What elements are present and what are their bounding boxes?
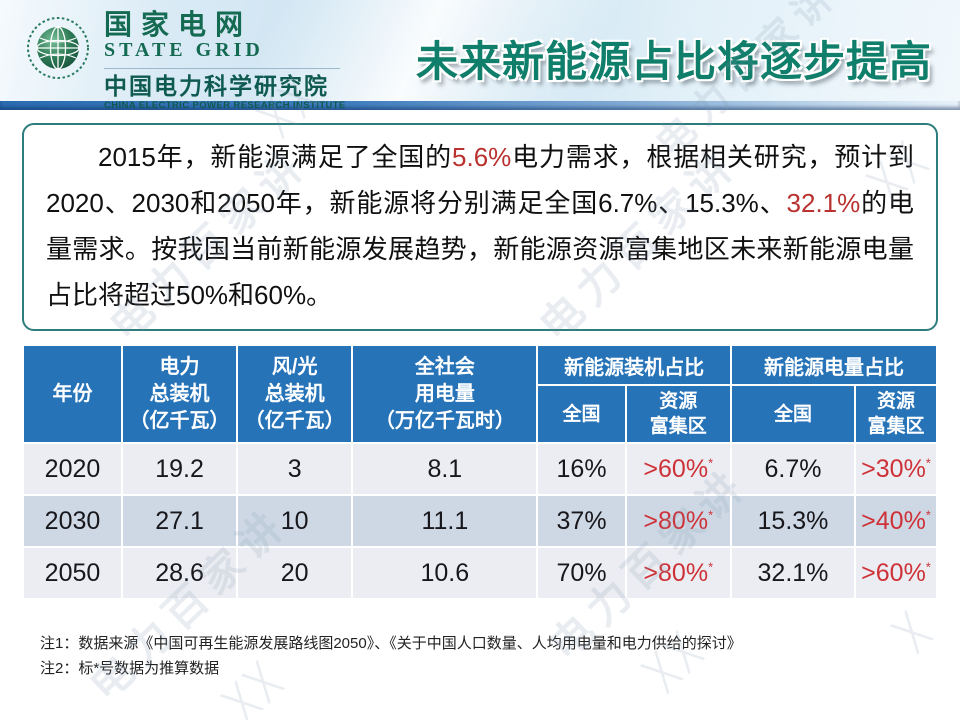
footnote-1: 注1：数据来源《中国可再生能源发展路线图2050》、《关于中国人口数量、人均用电… [40, 635, 742, 652]
brand-name-cn: 国家电网 [104, 9, 253, 40]
column-subheader: 全国 [538, 386, 625, 442]
globe-icon [27, 17, 89, 79]
column-header: 新能源装机占比 [538, 346, 730, 384]
footnote-2: 注2：标*号数据为推算数据 [40, 660, 220, 677]
column-header: 年份 [24, 346, 121, 442]
year-cell: 2030 [24, 496, 121, 546]
column-header: 全社会 用电量 （万亿千瓦时） [353, 346, 537, 442]
value-cell: 10.6 [353, 548, 537, 598]
value-cell: 28.6 [122, 548, 237, 598]
table-row: 2050 28.6 20 10.6 70% >80%* 32.1% >60%* [24, 548, 936, 598]
intro-segment: 电力需求，根据相关研究，预计到2020、2030和2050年，新能源将分别满足全… [46, 142, 914, 218]
brand-divider [104, 68, 340, 70]
value-cell: 32.1% [731, 548, 855, 598]
column-subheader: 资源 富集区 [856, 386, 936, 442]
intro-segment: 的电量需求。按我国当前新能源发展趋势，新能源资源富集地区未来新能源电量占比将超过… [46, 188, 914, 310]
value-cell: >60%* [626, 444, 730, 494]
value-cell: 3 [238, 444, 352, 494]
intro-segment: 2015年，新能源满足了全国的 [98, 142, 453, 172]
year-cell: 2020 [24, 444, 121, 494]
value-cell: 20 [238, 548, 352, 598]
estimate-star: * [925, 455, 931, 471]
value-cell: 8.1 [353, 444, 537, 494]
year-cell: 2050 [24, 548, 121, 598]
intro-highlight-value: 5.6% [452, 142, 512, 172]
table-row: 2020 19.2 3 8.1 16% >60%* 6.7% >30%* [24, 444, 936, 494]
value-cell: >40%* [856, 496, 936, 546]
column-header: 风/光 总装机 （亿千瓦） [238, 346, 352, 442]
table-head: 年份 电力 总装机 （亿千瓦） 风/光 总装机 （亿千瓦） 全社会 用电量 （万亿千瓦… [24, 346, 936, 442]
page-title: 未来新能源占比将逐步提高 [415, 38, 932, 85]
intro-text: 2015年，新能源满足了全国的5.6%电力需求，根据相关研究，预计到2020、2… [46, 134, 914, 318]
table-row: 2030 27.1 10 11.1 37% >80%* 15.3% >40%* [24, 496, 936, 546]
value-cell: >60%* [856, 548, 936, 598]
estimate-star: * [708, 507, 714, 523]
column-header: 电力 总装机 （亿千瓦） [122, 346, 237, 442]
value-cell: 15.3% [731, 496, 855, 546]
estimate-star: * [925, 559, 931, 575]
institute-name-cn: 中国电力科学研究院 [104, 73, 329, 100]
column-header: 新能源电量占比 [731, 346, 936, 384]
data-table: 年份 电力 总装机 （亿千瓦） 风/光 总装机 （亿千瓦） 全社会 用电量 （万亿千瓦… [22, 344, 938, 600]
column-subheader: 资源 富集区 [626, 386, 730, 442]
institute-name-en: CHINA ELECTRIC POWER RESEARCH INSTITUTE [104, 99, 346, 111]
value-cell: 27.1 [122, 496, 237, 546]
value-cell: 19.2 [122, 444, 237, 494]
value-cell: 10 [238, 496, 352, 546]
table-body: 2020 19.2 3 8.1 16% >60%* 6.7% >30%* 2030 27.1 10 1… [24, 444, 936, 598]
value-cell: >80%* [626, 496, 730, 546]
value-cell: >30%* [856, 444, 936, 494]
intro-box: 2015年，新能源满足了全国的5.6%电力需求，根据相关研究，预计到2020、2… [22, 123, 938, 331]
value-cell: 6.7% [731, 444, 855, 494]
header-divider-bar [0, 101, 960, 110]
estimate-star: * [925, 507, 931, 523]
value-cell: 37% [538, 496, 625, 546]
intro-highlight-value: 32.1% [786, 188, 861, 218]
value-cell: 11.1 [353, 496, 537, 546]
value-cell: >80%* [626, 548, 730, 598]
watermark-text: ╳ [891, 605, 940, 654]
state-grid-logo: 国家电网 STATE GRID 中国电力科学研究院 CHINA ELECTRIC… [26, 10, 346, 111]
table-wrap: 年份 电力 总装机 （亿千瓦） 风/光 总装机 （亿千瓦） 全社会 用电量 （万亿千瓦… [22, 344, 938, 600]
value-cell: 16% [538, 444, 625, 494]
footnotes: 注1：数据来源《中国可再生能源发展路线图2050》、《关于中国人口数量、人均用电… [40, 631, 742, 681]
column-subheader: 全国 [731, 386, 855, 442]
estimate-star: * [708, 455, 714, 471]
brand-name-en: STATE GRID [104, 39, 264, 62]
value-cell: 70% [538, 548, 625, 598]
estimate-star: * [708, 559, 714, 575]
header-band [0, 0, 960, 101]
brand-text: 国家电网 STATE GRID 中国电力科学研究院 CHINA ELECTRIC… [104, 10, 346, 111]
